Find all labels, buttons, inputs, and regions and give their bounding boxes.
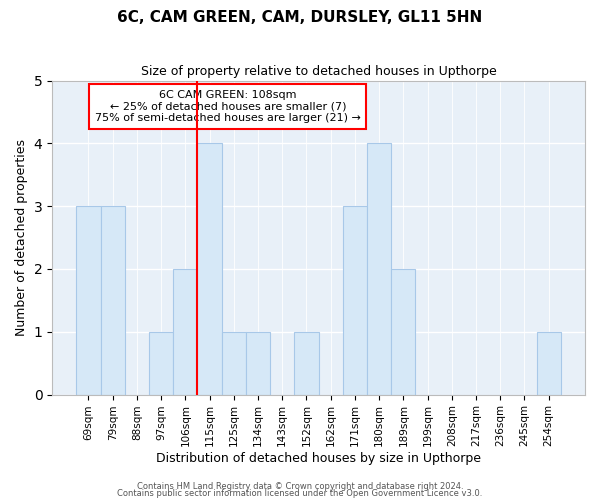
X-axis label: Distribution of detached houses by size in Upthorpe: Distribution of detached houses by size … [156,452,481,465]
Text: Contains public sector information licensed under the Open Government Licence v3: Contains public sector information licen… [118,489,482,498]
Bar [391,269,415,394]
Bar [343,206,367,394]
Text: 6C CAM GREEN: 108sqm
← 25% of detached houses are smaller (7)
75% of semi-detach: 6C CAM GREEN: 108sqm ← 25% of detached h… [95,90,361,123]
Bar [221,332,246,394]
Bar [536,332,561,394]
Bar [101,206,125,394]
Bar [173,269,197,394]
Bar [295,332,319,394]
Bar [76,206,101,394]
Bar [197,144,221,394]
Text: 6C, CAM GREEN, CAM, DURSLEY, GL11 5HN: 6C, CAM GREEN, CAM, DURSLEY, GL11 5HN [118,10,482,25]
Bar [367,144,391,394]
Bar [246,332,270,394]
Title: Size of property relative to detached houses in Upthorpe: Size of property relative to detached ho… [141,65,496,78]
Text: Contains HM Land Registry data © Crown copyright and database right 2024.: Contains HM Land Registry data © Crown c… [137,482,463,491]
Bar [149,332,173,394]
Y-axis label: Number of detached properties: Number of detached properties [15,139,28,336]
